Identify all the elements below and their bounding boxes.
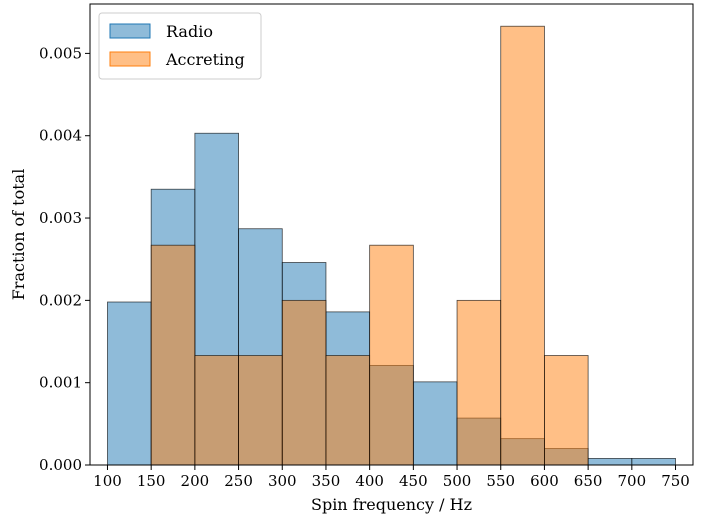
x-tick-label: 750 — [661, 472, 690, 490]
y-tick-label: 0.000 — [39, 456, 82, 474]
x-tick-label: 650 — [574, 472, 603, 490]
y-tick-label: 0.001 — [39, 374, 82, 392]
x-tick-label: 400 — [355, 472, 384, 490]
y-axis-ticks: 0.000 0.001 0.002 0.003 0.004 0.005 — [39, 44, 90, 474]
legend-swatch-accreting — [109, 51, 151, 67]
legend-label-radio: Radio — [166, 22, 213, 41]
bar-radio-700 — [631, 458, 676, 466]
bar-accreting-350 — [325, 355, 371, 466]
x-tick-label: 700 — [618, 472, 647, 490]
bar-radio-650 — [587, 458, 633, 466]
x-axis-label: Spin frequency / Hz — [311, 495, 472, 514]
bar-accreting-500 — [456, 299, 502, 466]
y-tick-label: 0.002 — [39, 291, 82, 309]
legend-label-accreting: Accreting — [165, 50, 245, 69]
y-axis-label: Fraction of total — [9, 169, 28, 301]
x-tick-label: 300 — [268, 472, 297, 490]
bar-accreting-150 — [150, 244, 196, 466]
bar-accreting-300 — [281, 299, 327, 466]
y-tick-label: 0.005 — [39, 44, 82, 62]
bar-radio-450 — [412, 381, 458, 466]
legend: Radio Accreting — [98, 12, 262, 80]
x-tick-label: 350 — [312, 472, 341, 490]
x-tick-label: 100 — [93, 472, 122, 490]
x-tick-label: 150 — [137, 472, 166, 490]
x-tick-label: 450 — [399, 472, 428, 490]
bar-accreting-200 — [194, 355, 239, 466]
bar-radio-100 — [107, 301, 152, 466]
bars-layer — [107, 25, 676, 466]
bar-accreting-400 — [369, 244, 414, 466]
plot-area-frame — [89, 3, 694, 466]
x-tick-label: 550 — [486, 472, 515, 490]
bar-accreting-550 — [500, 25, 545, 466]
bar-accreting-600 — [544, 355, 589, 466]
x-tick-label: 600 — [530, 472, 559, 490]
x-axis-ticks: 100 150 200 250 300 350 400 450 500 550 600 650 700 7… — [93, 465, 690, 490]
x-tick-label: 250 — [224, 472, 253, 490]
x-tick-label: 500 — [443, 472, 472, 490]
y-tick-label: 0.003 — [39, 209, 82, 227]
y-tick-label: 0.004 — [39, 127, 82, 145]
x-tick-label: 200 — [181, 472, 210, 490]
bar-accreting-250 — [238, 355, 283, 466]
legend-swatch-radio — [109, 23, 151, 39]
